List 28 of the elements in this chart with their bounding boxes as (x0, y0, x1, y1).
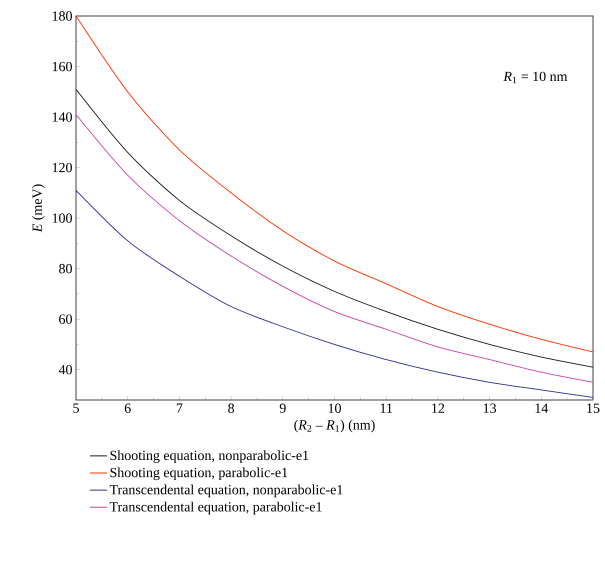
x-tick-label: 14 (536, 404, 548, 413)
legend-label: Shooting equation, parabolic-e1 (110, 467, 288, 480)
legend-label: Shooting equation, nonparabolic-e1 (110, 450, 308, 463)
x-tick-label: 6 (124, 404, 131, 413)
y-tick-label: 80 (59, 264, 72, 274)
x-tick-label: 5 (73, 404, 79, 413)
x-tick-label: 10 (328, 404, 341, 413)
y-tick-label: 180 (52, 11, 72, 21)
annotation: R$_{1}$ = 10 nm (503, 72, 568, 84)
legend-label: Transcendental equation, parabolic-e1 (110, 502, 322, 514)
y-tick-label: 120 (52, 162, 72, 172)
legend-label: Transcendental equation, nonparabolic-e1 (110, 484, 343, 498)
x-tick-label: 12 (432, 404, 444, 413)
x-axis-title: (R$_{2}$ – R$_{1}$) (nm) (294, 420, 375, 432)
y-tick-label: 160 (52, 62, 72, 72)
x-tick-label: 9 (280, 404, 286, 413)
x-tick-label: 8 (228, 404, 234, 413)
y-axis-title: E (meV) (32, 184, 45, 232)
x-tick-label: 15 (587, 404, 600, 413)
y-tick-label: 60 (59, 314, 72, 324)
x-tick-label: 13 (484, 404, 496, 413)
y-tick-label: 100 (52, 213, 72, 223)
line-series (76, 190, 594, 398)
x-tick-label: 11 (380, 404, 392, 413)
y-tick-label: 140 (52, 112, 72, 122)
x-tick-label: 7 (176, 404, 182, 413)
y-tick-label: 40 (58, 364, 72, 374)
line-series (76, 16, 594, 352)
